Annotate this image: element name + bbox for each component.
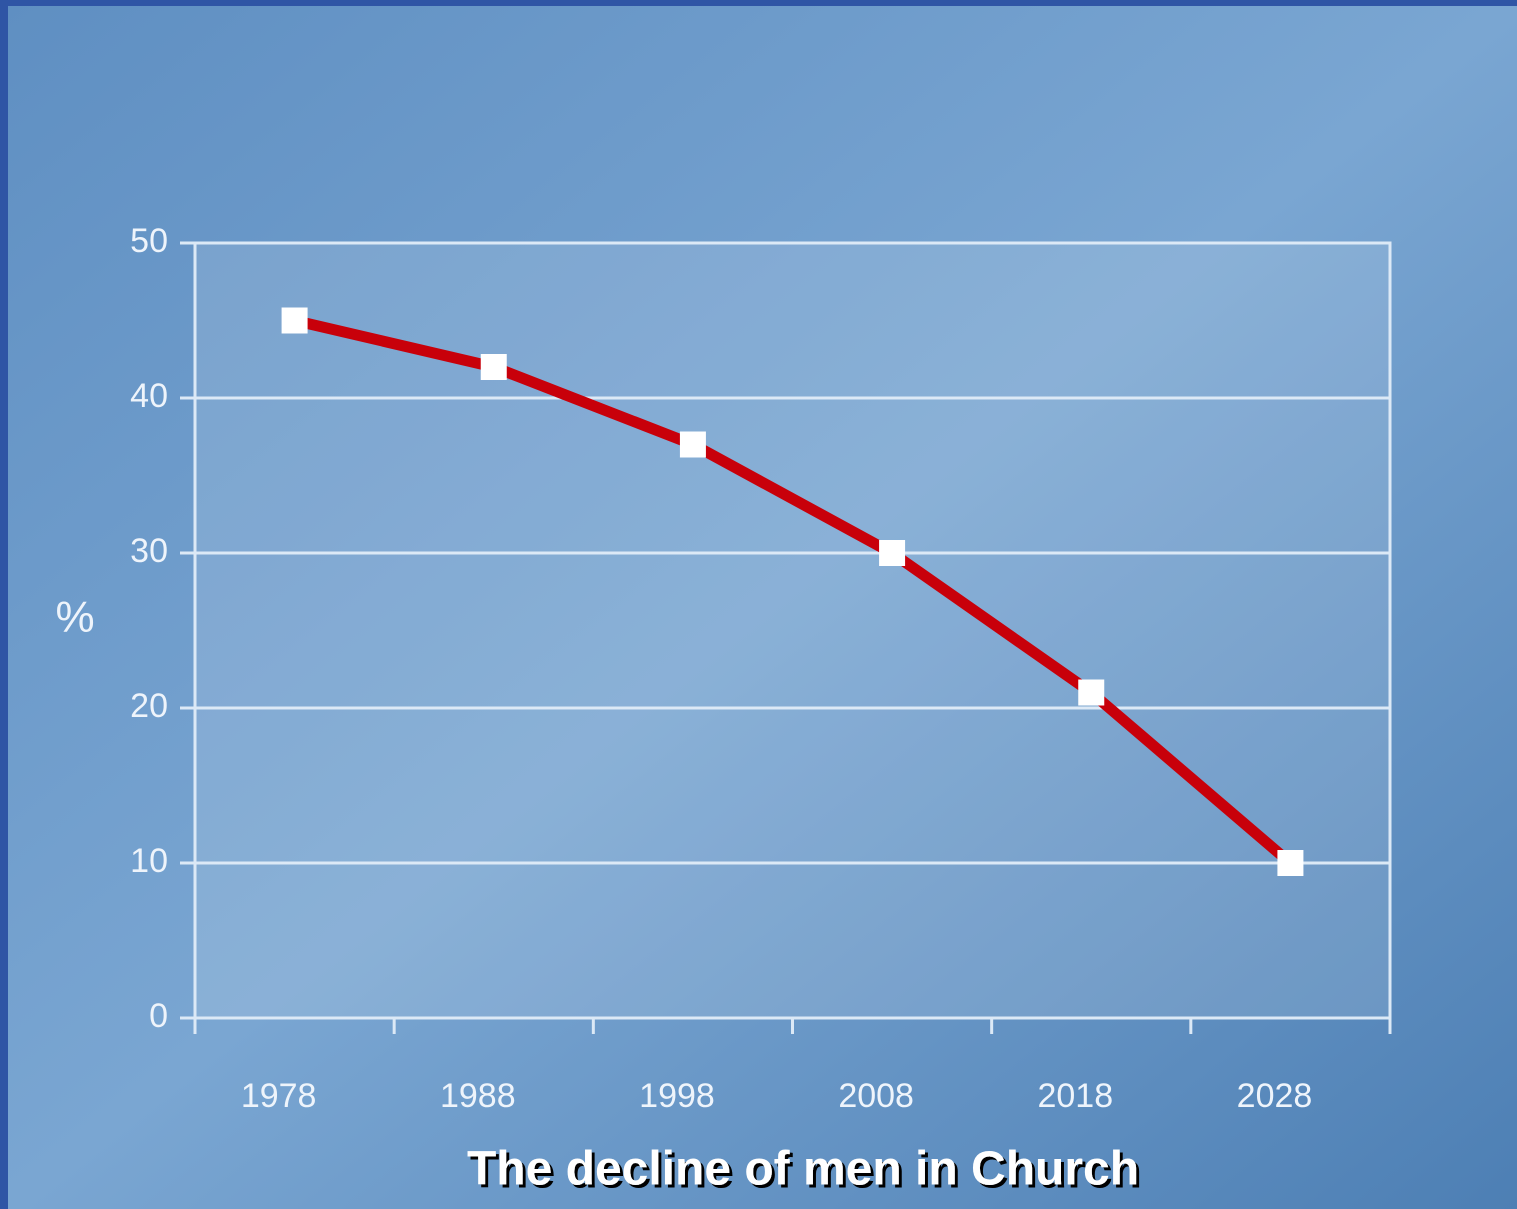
y-tick-label: 50 [130,222,168,260]
page: % The decline of men in Church 0 10 20 30 40… [0,0,1517,1209]
y-tick-label: 0 [149,997,168,1035]
x-tick-label: 1988 [440,1077,516,1115]
plot-area [195,243,1390,1018]
data-point [282,308,308,334]
y-axis-label: % [55,593,94,642]
x-tick-label: 1998 [639,1077,715,1115]
x-tick-label: 2018 [1037,1077,1113,1115]
y-tick-label: 40 [130,377,168,415]
x-tick-label: 2008 [838,1077,914,1115]
x-tick-label: 2028 [1237,1077,1313,1115]
data-point [481,354,507,380]
y-tick-label: 10 [130,842,168,880]
data-point [879,540,905,566]
data-point [680,432,706,458]
data-point [1277,850,1303,876]
y-tick-label: 30 [130,532,168,570]
y-tick-label: 20 [130,687,168,725]
chart: % The decline of men in Church 0 10 20 30 40… [0,0,1517,1209]
x-tick-label: 1978 [241,1077,317,1115]
data-point [1078,680,1104,706]
caption: The decline of men in Church [467,1143,1139,1196]
